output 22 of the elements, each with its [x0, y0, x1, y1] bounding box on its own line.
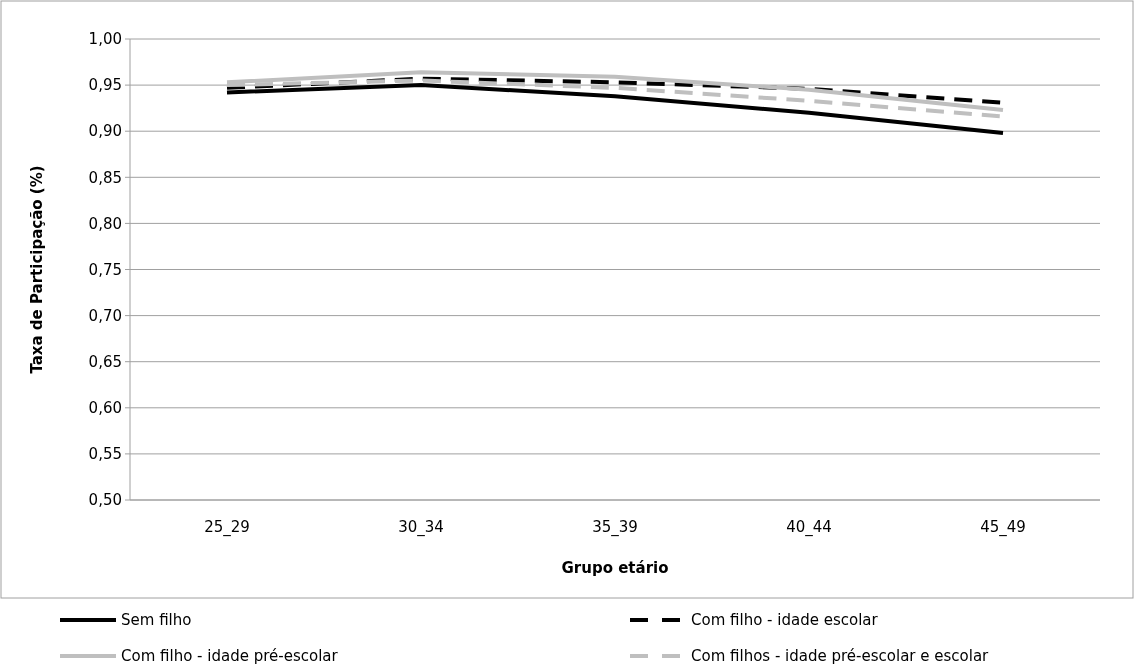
y-tick-label: 0,60 — [88, 399, 122, 418]
legend-label: Com filho - idade pré-escolar — [121, 647, 339, 666]
y-tick-label: 0,85 — [88, 168, 122, 187]
y-tick-label: 0,90 — [88, 122, 122, 141]
y-tick-label: 0,65 — [88, 352, 122, 371]
y-tick-label: 0,75 — [88, 260, 122, 279]
y-tick-label: 0,95 — [88, 76, 122, 95]
y-tick-label: 1,00 — [88, 30, 122, 49]
legend-label: Sem filho — [121, 611, 192, 630]
x-tick-label: 35_39 — [592, 518, 638, 537]
x-tick-label: 40_44 — [786, 518, 832, 537]
legend-label: Com filho - idade escolar — [691, 611, 879, 630]
y-tick-label: 0,50 — [88, 491, 122, 510]
y-tick-label: 0,70 — [88, 306, 122, 325]
x-axis-title: Grupo etário — [561, 559, 669, 577]
x-tick-label: 30_34 — [398, 518, 444, 537]
y-axis-title: Taxa de Participação (%) — [28, 165, 46, 374]
x-tick-label: 25_29 — [204, 518, 250, 537]
y-tick-label: 0,55 — [88, 445, 122, 464]
legend-label: Com filhos - idade pré-escolar e escolar — [691, 647, 990, 666]
y-tick-label: 0,80 — [88, 214, 122, 233]
x-tick-label: 45_49 — [980, 518, 1026, 537]
